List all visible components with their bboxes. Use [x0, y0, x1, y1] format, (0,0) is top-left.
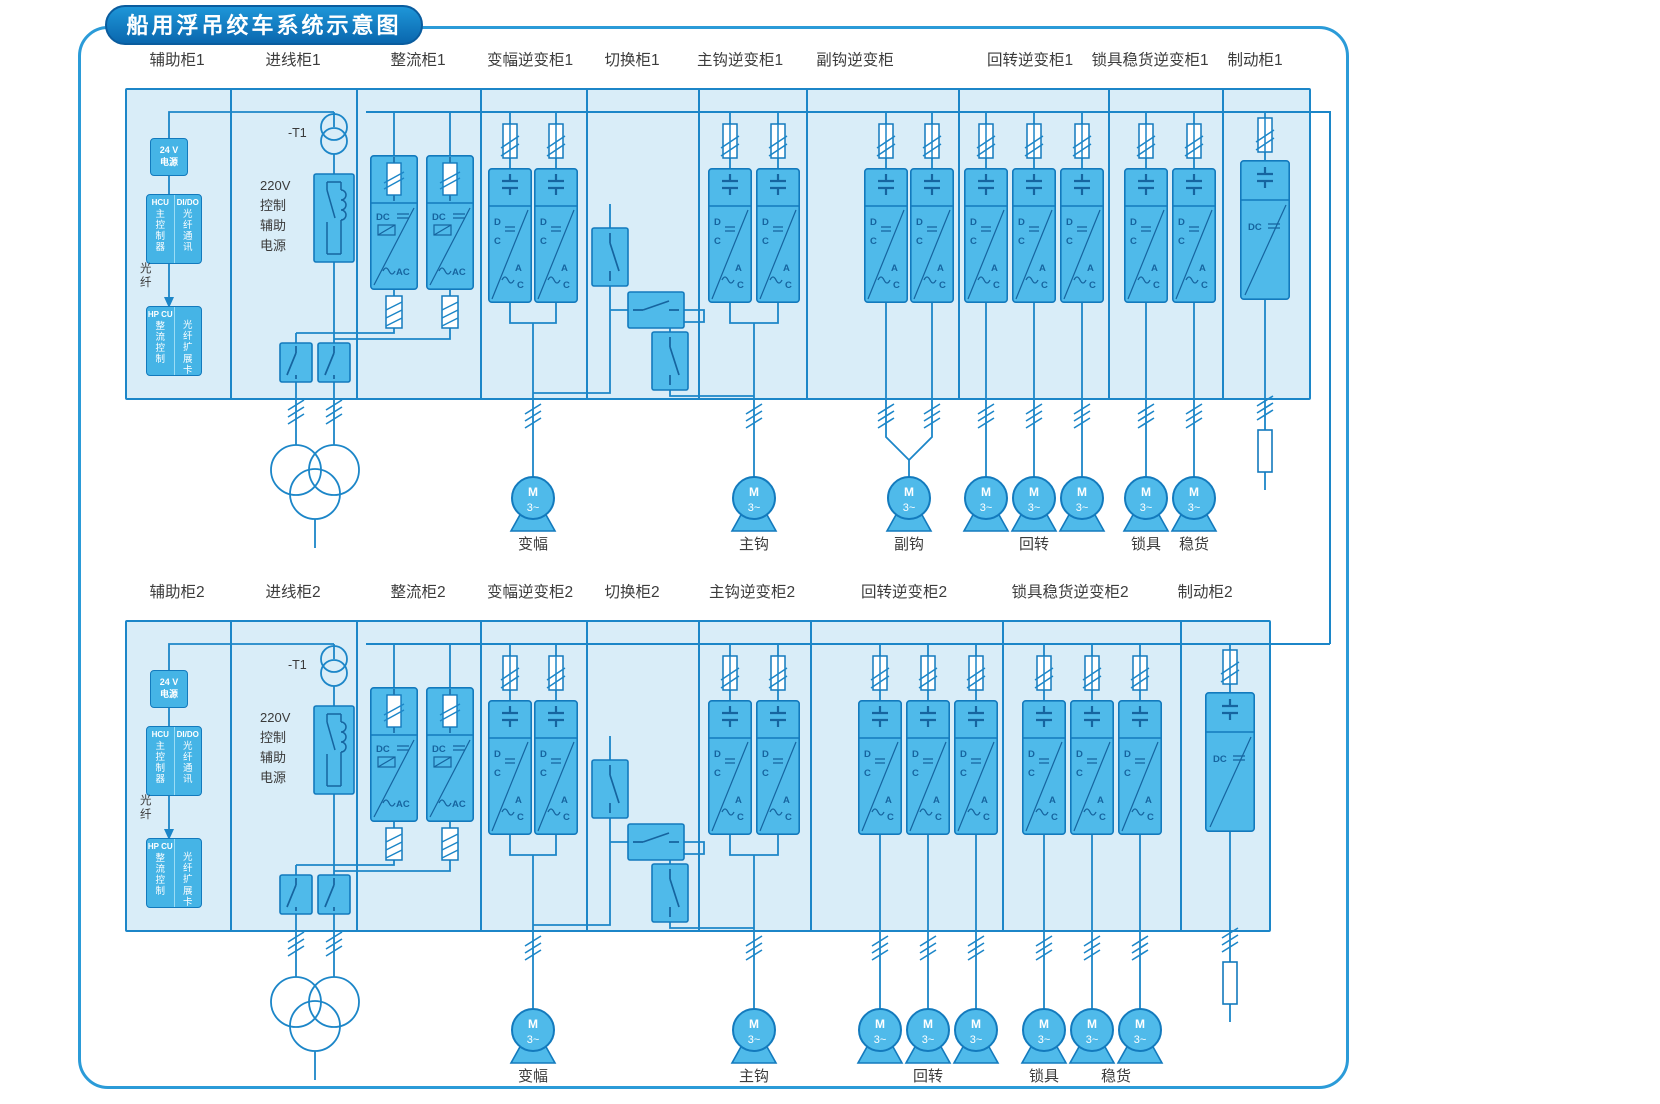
fiber-card-body: 光纤扩展卡	[183, 852, 193, 908]
cabinet-label: 主钩逆变柜2	[708, 584, 796, 601]
motor-label: 主钩	[738, 536, 769, 553]
motor-symbol	[857, 1008, 903, 1064]
t1-label: -T1	[288, 126, 307, 140]
motor-symbol	[886, 476, 932, 532]
hcu-body: 主控制器	[155, 208, 166, 254]
motor-symbol	[1171, 476, 1217, 532]
psu-24v-box: 24 V 电源	[150, 138, 188, 176]
t1-label: -T1	[288, 658, 307, 672]
hpcu-title: HP CU	[147, 842, 173, 851]
cabinet-label: 整流柜1	[390, 52, 446, 69]
cabinet-label: 制动柜1	[1227, 52, 1283, 69]
hpcu-body: 整流控制	[155, 852, 166, 898]
diagram-title: 船用浮吊绞车系统示意图	[105, 5, 423, 45]
cabinet-label: 锁具稳货逆变柜1	[1091, 52, 1209, 69]
cabinet-label: 进线柜2	[265, 584, 321, 601]
hpcu-box: HP CU 整流控制 光纤扩展卡	[146, 838, 202, 908]
fiber-label: 光纤	[140, 795, 152, 822]
psu-24v-box: 24 V 电源	[150, 670, 188, 708]
cabinet-label: 变幅逆变柜2	[486, 584, 574, 601]
cabinet-label: 切换柜2	[604, 584, 660, 601]
motor-label: 主钩	[738, 1068, 769, 1085]
control-voltage-label: 220V 控制 辅助 电源	[260, 710, 291, 786]
dido-title: DI/DO	[176, 730, 199, 739]
hcu-title: HCU	[151, 730, 169, 739]
motor-symbol	[1021, 1008, 1067, 1064]
motor-symbol	[1123, 476, 1169, 532]
cabinet-label: 主钩逆变柜1	[696, 52, 784, 69]
motor-label: 锁具	[1028, 1068, 1059, 1085]
motor-symbol	[1059, 476, 1105, 532]
cabinet-label: 切换柜1	[604, 52, 660, 69]
dido-body: 光纤通讯	[183, 208, 193, 254]
wires-path	[885, 112, 1266, 490]
motor-symbol	[1069, 1008, 1115, 1064]
brake-chopper-module	[1204, 691, 1256, 833]
wires-path	[879, 644, 1231, 1022]
dc-bus-path	[366, 111, 1331, 645]
control-voltage-label: 220V 控制 辅助 电源	[260, 178, 291, 254]
motor-symbol	[1011, 476, 1057, 532]
cabinet-label: 制动柜2	[1177, 584, 1233, 601]
motor-label: 稳货	[1100, 1068, 1131, 1085]
hcu-body: 主控制器	[155, 740, 166, 786]
motor-label: 稳货	[1178, 536, 1209, 553]
motor-label: 回转	[1018, 536, 1049, 553]
brake-resistor-icon	[1257, 429, 1273, 473]
cabinet-label: 辅助柜2	[149, 584, 205, 601]
fiber-label: 光纤	[140, 263, 152, 290]
cabinet-label: 变幅逆变柜1	[486, 52, 574, 69]
cabinet-label: 回转逆变柜1	[986, 52, 1074, 69]
brake-resistor-icon	[1222, 961, 1238, 1005]
motor-label: 锁具	[1130, 536, 1161, 553]
motor-symbol	[905, 1008, 951, 1064]
cabinet-label: 辅助柜1	[149, 52, 205, 69]
cabinet-label: 整流柜2	[390, 584, 446, 601]
hpcu-title: HP CU	[147, 310, 173, 319]
outer-frame	[78, 26, 1349, 1089]
cabinet-label: 锁具稳货逆变柜2	[1011, 584, 1129, 601]
brake-chopper-module	[1239, 159, 1291, 301]
motor-label: 副钩	[893, 536, 924, 553]
motor-symbol	[953, 1008, 999, 1064]
hcu-box: HCU 主控制器 DI/DO 光纤通讯	[146, 726, 202, 796]
motor-label: 回转	[912, 1068, 943, 1085]
motor-symbol	[1117, 1008, 1163, 1064]
motor-symbol	[963, 476, 1009, 532]
motor-label: 变幅	[517, 536, 548, 553]
cabinet-label: 回转逆变柜2	[860, 584, 948, 601]
hpcu-box: HP CU 整流控制 光纤扩展卡	[146, 306, 202, 376]
hcu-box: HCU 主控制器 DI/DO 光纤通讯	[146, 194, 202, 264]
right-section-system1	[863, 112, 1291, 532]
cabinet-label: 进线柜1	[265, 52, 321, 69]
cabinet-label: 副钩逆变柜	[816, 52, 894, 69]
right-section-system2	[857, 644, 1256, 1064]
fiber-card-body: 光纤扩展卡	[183, 320, 193, 376]
hpcu-body: 整流控制	[155, 320, 166, 366]
dido-title: DI/DO	[176, 198, 199, 207]
hcu-title: HCU	[151, 198, 169, 207]
dido-body: 光纤通讯	[183, 740, 193, 786]
motor-label: 变幅	[517, 1068, 548, 1085]
